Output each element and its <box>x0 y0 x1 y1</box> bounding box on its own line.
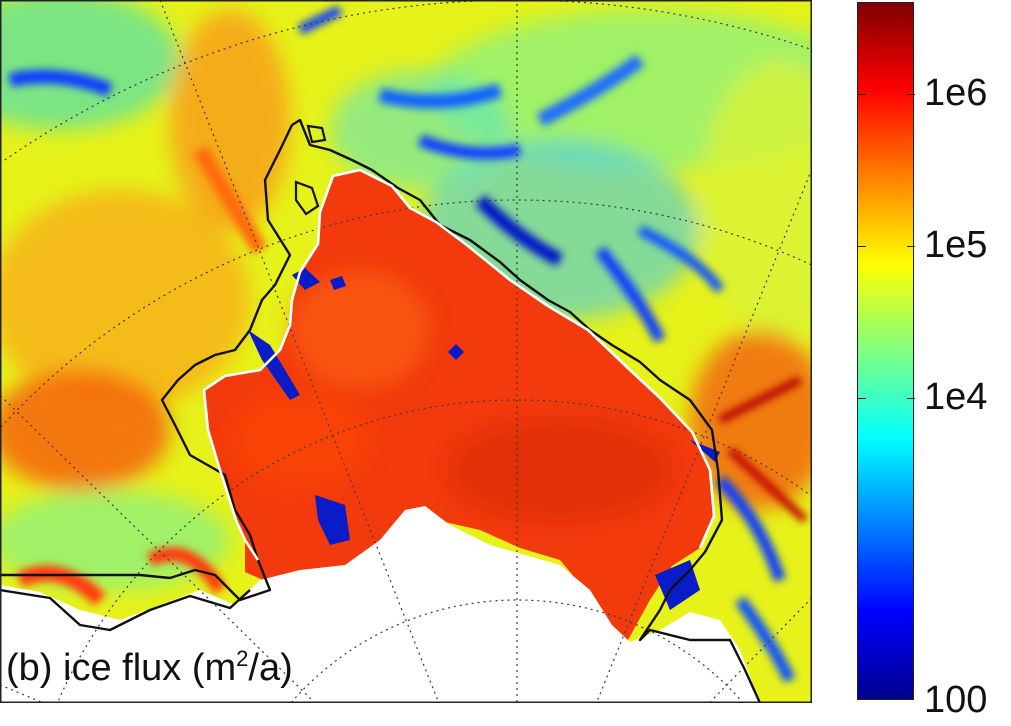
colorbar-tick-label: 1e4 <box>924 375 988 418</box>
colorbar-tick-label: 1e6 <box>924 72 988 115</box>
ice-sheet-shading <box>230 270 670 520</box>
no-data-region <box>0 506 760 703</box>
colorbar-tick-label: 100 <box>924 679 988 721</box>
black-contour-islands <box>294 124 327 216</box>
map-canvas <box>0 0 812 703</box>
panel-label-prefix: (b) ice flux (m <box>6 647 237 689</box>
panel-label-superscript: 2 <box>236 646 249 671</box>
panel-label: (b) ice flux (m 2/a) <box>6 640 293 696</box>
graticule <box>0 0 812 703</box>
colorbar-tick-label: 1e5 <box>924 223 988 266</box>
white-contour <box>202 168 716 561</box>
black-contour <box>0 118 762 703</box>
panel-label-suffix: /a) <box>248 647 293 689</box>
map-frame <box>0 0 812 703</box>
colorbar <box>857 2 915 700</box>
ice-flux-map: (b) ice flux (m 2/a) <box>0 0 812 703</box>
